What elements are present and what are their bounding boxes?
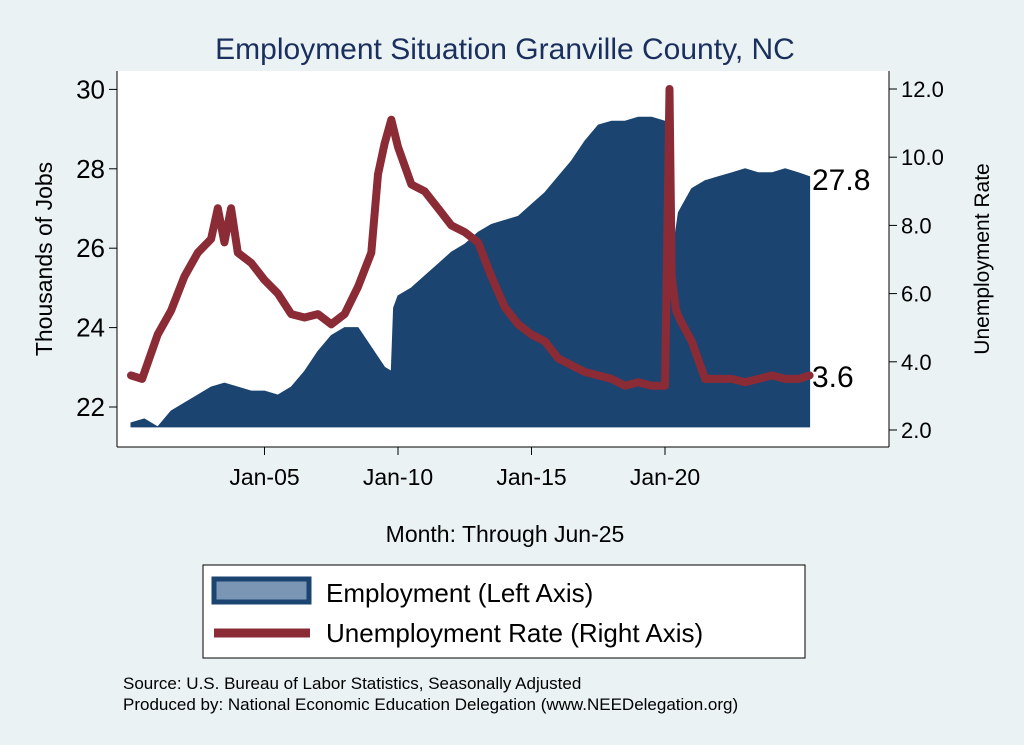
- legend-employment-label: Employment (Left Axis): [326, 578, 593, 608]
- source-note: Source: U.S. Bureau of Labor Statistics,…: [123, 674, 581, 693]
- right-axis-ticks: 2.0 4.0 6.0 8.0 10.0 12.0: [889, 77, 944, 443]
- x-axis-label: Month: Through Jun-25: [386, 521, 625, 547]
- left-tick-label: 28: [76, 154, 105, 184]
- right-tick-label: 10.0: [901, 145, 944, 170]
- legend-unemployment-label: Unemployment Rate (Right Axis): [326, 618, 703, 648]
- legend: Employment (Left Axis) Unemployment Rate…: [202, 564, 806, 659]
- right-tick-label: 12.0: [901, 77, 944, 102]
- right-axis-label: Unemployment Rate: [971, 163, 994, 354]
- right-tick-label: 2.0: [901, 418, 932, 443]
- left-tick-label: 22: [76, 392, 105, 422]
- employment-area-shape: [130, 116, 811, 428]
- legend-employment-swatch: [211, 576, 312, 605]
- right-tick-label: 6.0: [901, 282, 932, 307]
- right-tick-label: 4.0: [901, 350, 932, 375]
- x-tick-label: Jan-05: [229, 464, 299, 490]
- left-tick-label: 24: [76, 313, 105, 343]
- unemployment-line: [127, 85, 814, 390]
- left-tick-label: 30: [76, 74, 105, 104]
- left-axis-label: Thousands of Jobs: [31, 162, 57, 356]
- employment-area: [130, 116, 811, 428]
- x-axis-ticks: Jan-05 Jan-10 Jan-15 Jan-20: [229, 447, 700, 490]
- left-tick-label: 26: [76, 233, 105, 263]
- employment-end-label: 27.8: [812, 164, 870, 197]
- x-tick-label: Jan-15: [496, 464, 566, 490]
- chart-title: Employment Situation Granville County, N…: [215, 33, 795, 66]
- left-axis-ticks: 22 24 26 28 30: [76, 74, 117, 422]
- right-tick-label: 8.0: [901, 213, 932, 238]
- x-tick-label: Jan-20: [630, 464, 700, 490]
- unemployment-end-label: 3.6: [812, 361, 854, 394]
- unemployment-line-path: [127, 85, 814, 390]
- producer-note: Produced by: National Economic Education…: [123, 695, 738, 714]
- x-tick-label: Jan-10: [363, 464, 433, 490]
